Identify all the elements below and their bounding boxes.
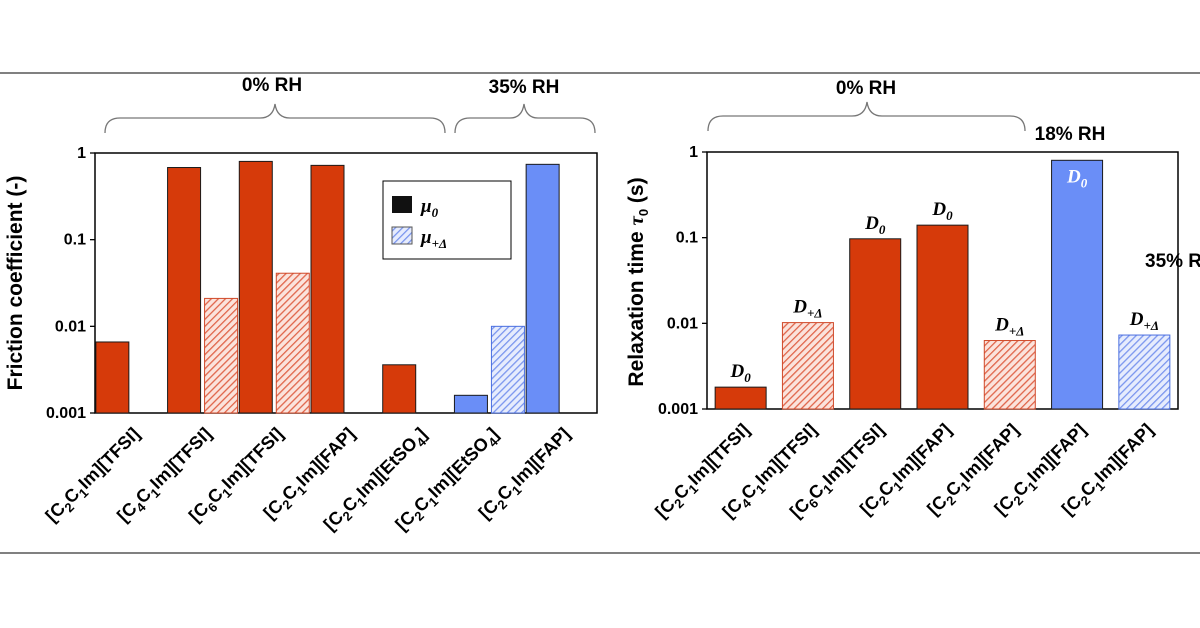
legend-box (382, 180, 512, 260)
bar-data-label: D+Δ (994, 315, 1024, 339)
group-label-0rh-right: 0% RH (836, 78, 896, 99)
bar-data-label: D+Δ (792, 297, 822, 321)
bar-mu-plus-delta (275, 272, 310, 414)
right-y-tick-label: 0.001 (658, 401, 698, 418)
left-y-tick-label: 0.001 (46, 405, 86, 422)
bar-data-label: D0 (730, 361, 752, 385)
group-label-0rh-left: 0% RH (242, 75, 302, 96)
bar-mu0 (167, 167, 202, 414)
relaxation-bar (983, 340, 1036, 410)
left-y-tick-label: 0.01 (55, 318, 86, 335)
left-y-axis-title: Friction coefficient (-) (4, 176, 27, 391)
bar-data-label: D0 (1066, 166, 1088, 190)
legend: μ0 μ+Δ (382, 180, 512, 260)
bar-mu0 (453, 394, 488, 414)
right-y-tick-label: 0.01 (667, 315, 698, 332)
bar-data-label: D0 (931, 199, 953, 223)
relaxation-bar (916, 224, 969, 410)
bar-mu-plus-delta (204, 297, 239, 414)
relaxation-bar (1051, 159, 1104, 410)
relaxation-bar (781, 322, 834, 410)
bar-data-label: D+Δ (1129, 309, 1159, 333)
relaxation-bar (849, 238, 902, 410)
bar-mu0 (382, 364, 417, 414)
left-y-tick-label: 0.1 (64, 232, 86, 249)
group-label-35rh-left: 35% RH (489, 77, 560, 98)
right-y-tick-label: 1 (689, 144, 698, 161)
bar-data-label: D0 (864, 213, 886, 237)
legend-swatch-solid (392, 196, 412, 213)
bar-mu0 (525, 163, 560, 414)
legend-label-hatched: μ+Δ (420, 227, 447, 251)
left-plot-frame (94, 152, 598, 414)
group-label-18rh: 18% RH (1035, 124, 1106, 145)
brace-0rh-left (104, 103, 446, 134)
bar-mu-plus-delta (490, 325, 525, 414)
left-y-tick-label: 1 (77, 145, 86, 162)
bar-mu0 (310, 164, 345, 414)
bar-mu0 (238, 160, 273, 414)
legend-swatch-hatched (391, 226, 413, 245)
bar-mu0 (95, 341, 130, 414)
brace-35rh-left (454, 103, 596, 134)
right-y-tick-label: 0.1 (676, 230, 698, 247)
brace-0rh-right (707, 101, 1026, 132)
right-y-axis-title: Relaxation time τ0 (s) (624, 177, 651, 386)
group-label-35rh-right: 35% RH (1145, 251, 1200, 272)
relaxation-bar (714, 386, 767, 410)
relaxation-bar (1118, 334, 1171, 410)
legend-label-solid: μ0 (420, 196, 439, 220)
